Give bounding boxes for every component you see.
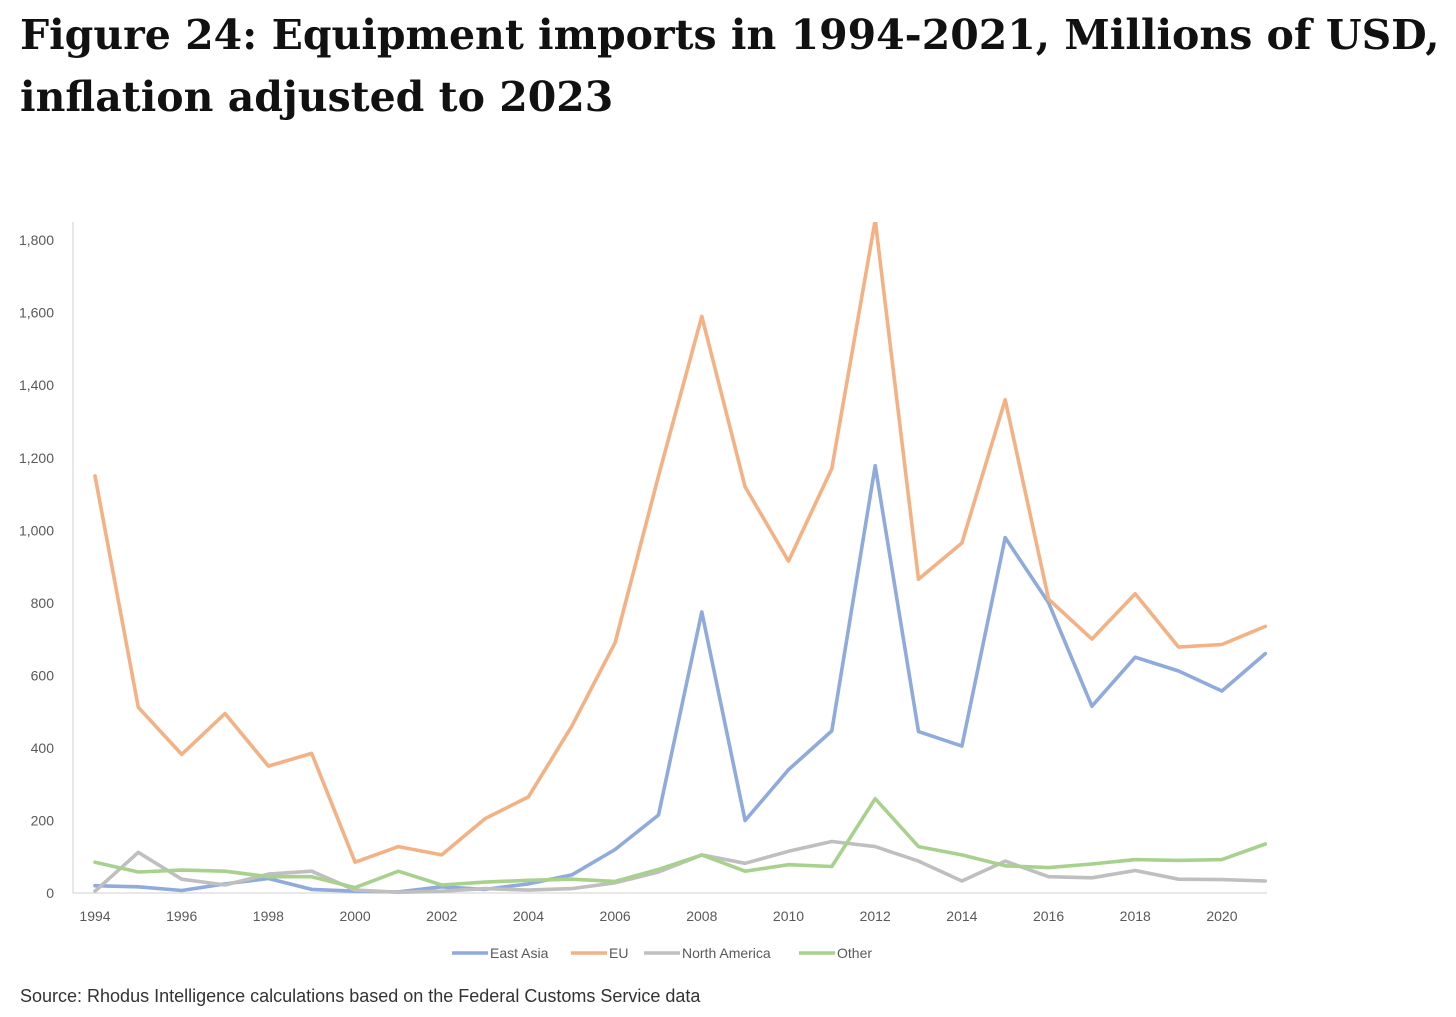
y-tick-label: 800 <box>31 595 55 611</box>
x-tick-label: 2006 <box>600 908 631 924</box>
y-tick-label: 200 <box>31 812 55 828</box>
chart-legend: East Asia EU North America Other <box>452 945 872 961</box>
y-tick-label: 0 <box>46 885 54 901</box>
x-tick-label: 2018 <box>1120 908 1151 924</box>
y-tick-label: 1,600 <box>19 305 54 321</box>
chart-title: Figure 24: Equipment imports in 1994-202… <box>20 11 1440 121</box>
x-tick-label: 2002 <box>426 908 457 924</box>
legend-item-north-america: North America <box>644 945 771 961</box>
x-tick-label: 2008 <box>686 908 717 924</box>
y-tick-label: 1,000 <box>19 522 54 538</box>
x-tick-label: 2012 <box>860 908 891 924</box>
x-tick-label: 2004 <box>513 908 544 924</box>
legend-item-other: Other <box>799 945 872 961</box>
legend-label: Other <box>837 945 872 961</box>
x-tick-label: 1994 <box>79 908 110 924</box>
y-tick-label: 400 <box>31 740 55 756</box>
x-tick-label: 2020 <box>1206 908 1237 924</box>
legend-label: North America <box>682 945 771 961</box>
legend-label: EU <box>609 945 628 961</box>
x-tick-label: 1996 <box>166 908 197 924</box>
y-axis-ticks: 0 200 400 600 800 1,000 1,200 1,400 1,600 1,800 <box>19 232 54 901</box>
series-line-eu <box>93 222 1267 865</box>
series-line-north-america <box>93 839 1267 895</box>
series-line-other <box>93 796 1267 890</box>
x-tick-label: 2010 <box>773 908 804 924</box>
y-tick-label: 1,800 <box>19 232 54 248</box>
y-tick-label: 1,200 <box>19 450 54 466</box>
series-lines <box>93 222 1267 895</box>
x-tick-label: 2016 <box>1033 908 1064 924</box>
x-axis-ticks: 1994 1996 1998 2000 2002 2004 2006 2008 2010 2012… <box>79 908 1237 924</box>
series-line-east-asia <box>93 463 1267 894</box>
y-tick-label: 1,400 <box>19 377 54 393</box>
x-tick-label: 2014 <box>946 908 977 924</box>
x-tick-label: 1998 <box>253 908 284 924</box>
legend-item-east-asia: East Asia <box>452 945 549 961</box>
source-note: Source: Rhodus Intelligence calculations… <box>20 986 701 1006</box>
legend-item-eu: EU <box>571 945 628 961</box>
y-tick-label: 600 <box>31 667 55 683</box>
line-chart: 0 200 400 600 800 1,000 1,200 1,400 1,600 1,800 1… <box>19 222 1267 961</box>
x-tick-label: 2000 <box>339 908 370 924</box>
legend-label: East Asia <box>490 945 549 961</box>
